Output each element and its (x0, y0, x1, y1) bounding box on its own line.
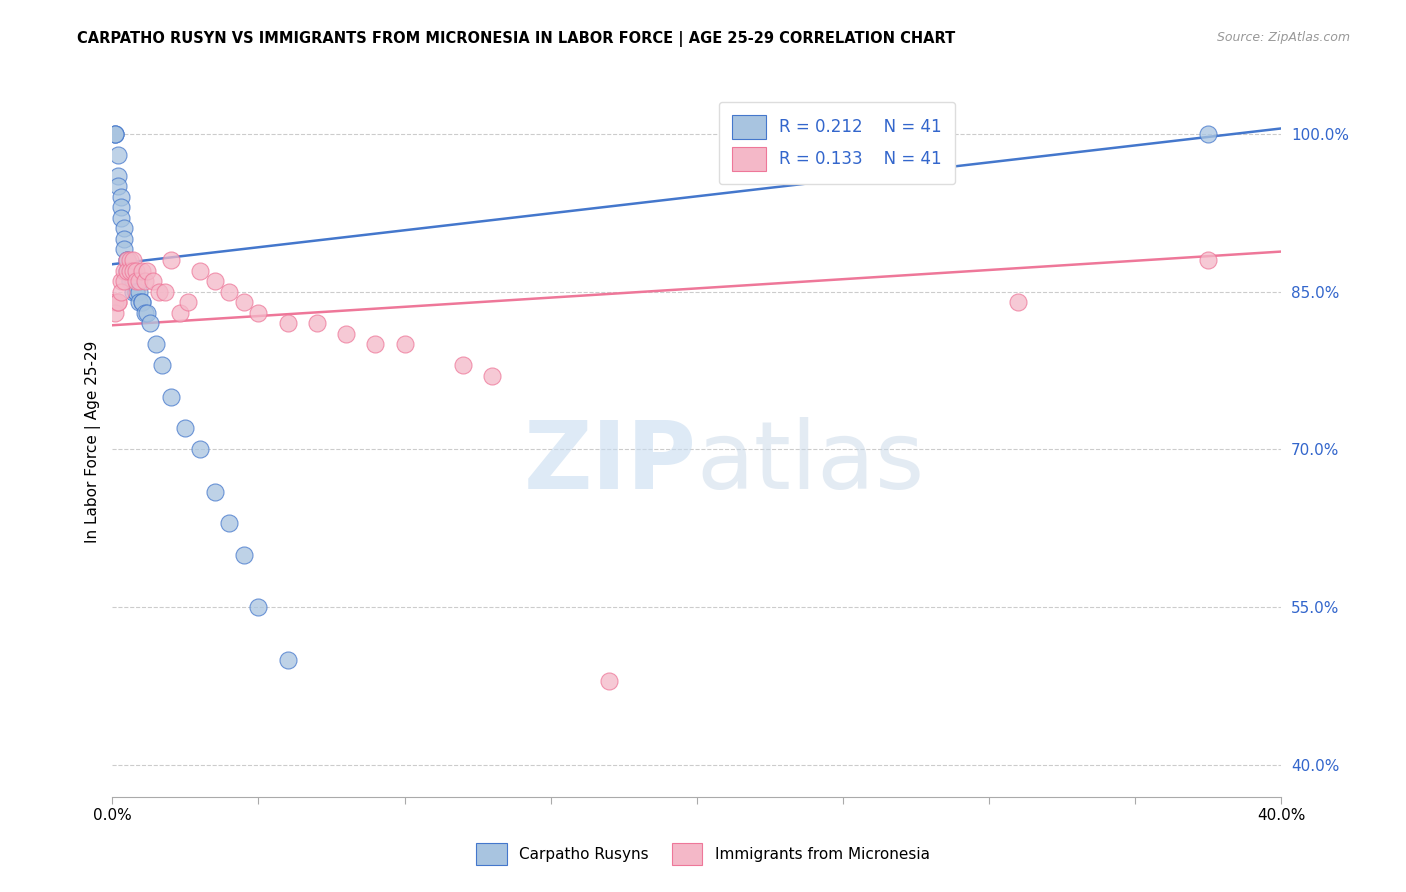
Point (131, 295, 153, 310)
Point (118, 252, 141, 267)
Text: Source: ZipAtlas.com: Source: ZipAtlas.com (1216, 31, 1350, 45)
Point (115, 252, 138, 267)
Point (305, 316, 328, 330)
Point (188, 263, 211, 277)
Point (131, 263, 153, 277)
Point (218, 516, 240, 530)
Text: ZIP: ZIP (524, 417, 697, 508)
Point (177, 295, 200, 310)
Point (169, 305, 191, 319)
Point (110, 285, 132, 299)
Point (247, 600, 270, 615)
Text: atlas: atlas (697, 417, 925, 508)
Point (335, 326, 357, 341)
Point (104, 127, 127, 141)
Point (121, 263, 143, 277)
Point (131, 295, 153, 310)
Point (118, 263, 141, 277)
Y-axis label: In Labor Force | Age 25-29: In Labor Force | Age 25-29 (86, 341, 101, 542)
Point (107, 295, 129, 310)
Point (128, 295, 150, 310)
Text: CARPATHO RUSYN VS IMMIGRANTS FROM MICRONESIA IN LABOR FORCE | AGE 25-29 CORRELAT: CARPATHO RUSYN VS IMMIGRANTS FROM MICRON… (77, 31, 956, 47)
Point (134, 305, 156, 319)
Point (174, 421, 197, 435)
Point (115, 263, 138, 277)
Point (112, 243, 135, 257)
Point (118, 274, 141, 288)
Point (107, 169, 129, 183)
Point (153, 285, 176, 299)
Point (115, 263, 138, 277)
Point (110, 274, 132, 288)
Point (118, 274, 141, 288)
Point (232, 548, 254, 562)
Point (364, 337, 387, 351)
Point (112, 221, 135, 235)
Point (1197, 252, 1219, 267)
Point (110, 190, 132, 204)
Legend: R = 0.212    N = 41, R = 0.133    N = 41: R = 0.212 N = 41, R = 0.133 N = 41 (718, 102, 955, 184)
Point (125, 285, 148, 299)
Point (277, 316, 299, 330)
Point (125, 274, 148, 288)
Point (204, 274, 226, 288)
Point (232, 295, 254, 310)
Point (104, 127, 127, 141)
Point (115, 252, 138, 267)
Point (125, 285, 148, 299)
Point (481, 368, 503, 383)
Point (142, 274, 165, 288)
Point (112, 274, 135, 288)
Point (118, 263, 141, 277)
Point (188, 442, 211, 457)
Point (115, 263, 138, 277)
Point (110, 211, 132, 225)
Point (121, 252, 143, 267)
Point (148, 285, 170, 299)
Point (107, 147, 129, 161)
Point (134, 274, 156, 288)
Point (136, 263, 159, 277)
Legend: Carpatho Rusyns, Immigrants from Micronesia: Carpatho Rusyns, Immigrants from Microne… (471, 837, 935, 871)
Point (112, 263, 135, 277)
Point (160, 390, 183, 404)
Point (107, 179, 129, 194)
Point (247, 305, 270, 319)
Point (136, 305, 159, 319)
Point (110, 200, 132, 214)
Point (218, 285, 240, 299)
Point (115, 252, 138, 267)
Point (104, 305, 127, 319)
Point (394, 337, 416, 351)
Point (128, 285, 150, 299)
Point (160, 252, 183, 267)
Point (121, 274, 143, 288)
Point (112, 232, 135, 246)
Point (128, 274, 150, 288)
Point (107, 295, 129, 310)
Point (104, 127, 127, 141)
Point (451, 358, 474, 372)
Point (150, 358, 173, 372)
Point (1197, 127, 1219, 141)
Point (139, 316, 162, 330)
Point (204, 484, 226, 499)
Point (145, 337, 167, 351)
Point (104, 295, 127, 310)
Point (121, 285, 143, 299)
Point (598, 673, 620, 688)
Point (277, 653, 299, 667)
Point (125, 263, 148, 277)
Point (1007, 295, 1029, 310)
